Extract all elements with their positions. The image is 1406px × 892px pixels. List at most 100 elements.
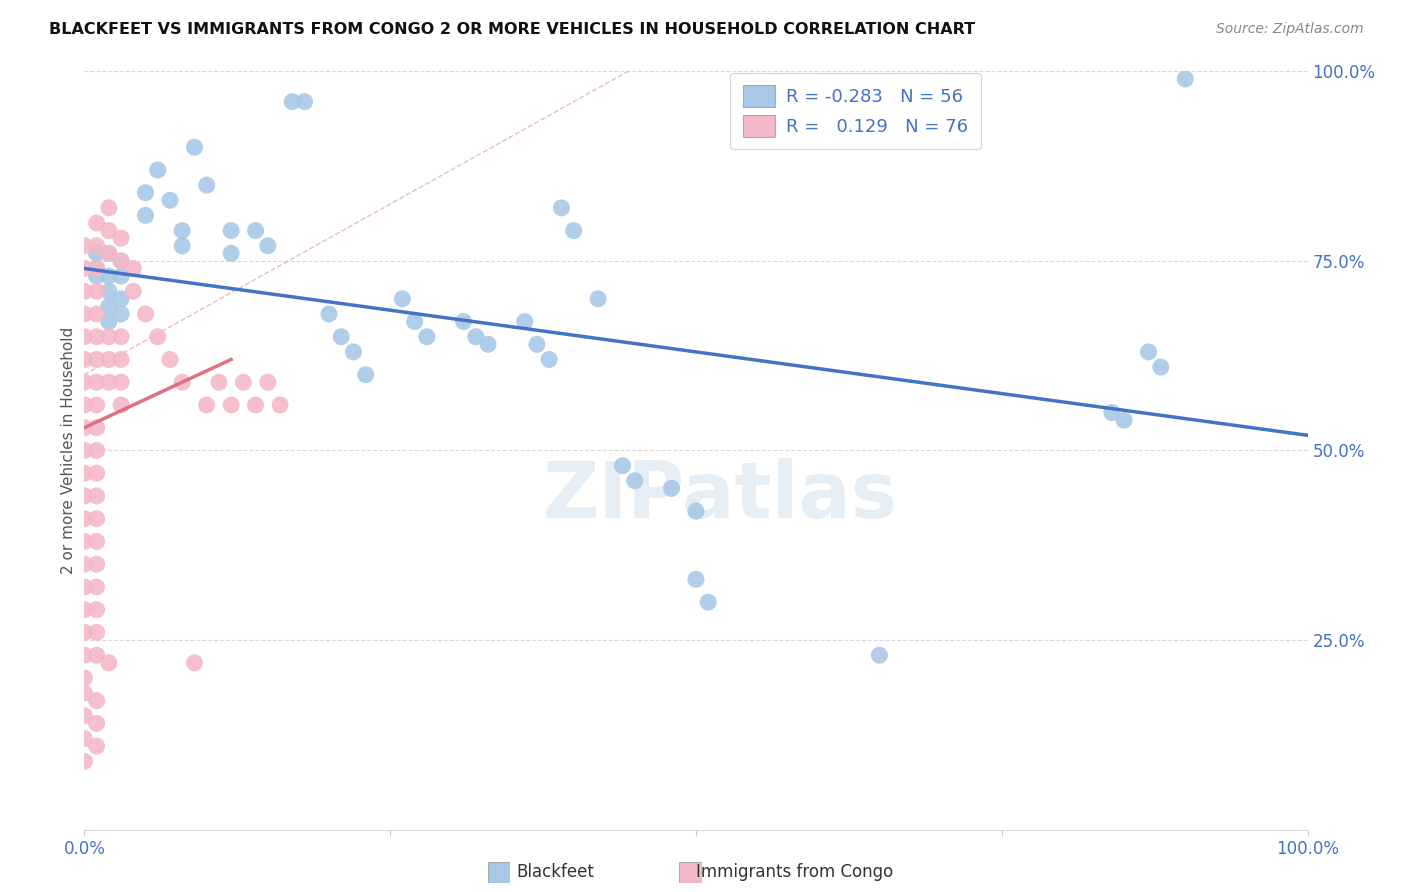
Point: [86, 421, 108, 435]
Point: [513, 314, 536, 328]
Point: [219, 398, 242, 412]
Point: [86, 557, 108, 572]
Point: [697, 595, 720, 609]
Point: [110, 269, 132, 284]
Text: Immigrants from Congo: Immigrants from Congo: [696, 863, 893, 881]
Point: [135, 209, 157, 223]
Point: [245, 223, 267, 237]
Point: [110, 330, 132, 344]
Point: [1137, 344, 1160, 359]
Point: [86, 269, 108, 284]
Point: [86, 376, 108, 390]
Point: [73, 512, 96, 526]
Point: [110, 253, 132, 268]
Point: [86, 216, 108, 230]
Point: [97, 330, 120, 344]
Point: [146, 163, 169, 178]
Point: [110, 253, 132, 268]
Point: [86, 398, 108, 412]
Point: [110, 398, 132, 412]
Point: [73, 307, 96, 321]
Point: [97, 201, 120, 215]
Point: [86, 246, 108, 260]
Point: [73, 467, 96, 481]
Point: [416, 330, 439, 344]
Point: [404, 314, 426, 328]
Point: [97, 285, 120, 299]
Point: [73, 534, 96, 549]
Point: [624, 474, 647, 488]
Point: [86, 716, 108, 731]
Point: [172, 223, 194, 237]
Point: [86, 489, 108, 503]
Point: [159, 194, 181, 208]
Point: [86, 307, 108, 321]
Point: [97, 300, 120, 314]
Point: [73, 625, 96, 640]
Point: [122, 285, 145, 299]
Point: [110, 292, 132, 306]
Point: [86, 467, 108, 481]
Point: [73, 238, 96, 253]
Text: ZIPatlas: ZIPatlas: [543, 458, 898, 534]
Point: [97, 352, 120, 367]
Point: [73, 731, 96, 746]
Point: [330, 330, 353, 344]
Point: [685, 573, 707, 587]
Point: [97, 246, 120, 260]
Point: [73, 708, 96, 723]
Point: [1101, 405, 1123, 420]
Point: [73, 580, 96, 594]
Point: [86, 261, 108, 276]
Point: [86, 330, 108, 344]
Point: [1114, 413, 1136, 427]
Point: [135, 307, 157, 321]
Point: [86, 512, 108, 526]
Point: [135, 186, 157, 200]
Point: [342, 344, 364, 359]
Point: [257, 376, 280, 390]
Point: [86, 694, 108, 708]
Point: [97, 223, 120, 237]
Point: [172, 376, 194, 390]
Point: [586, 292, 609, 306]
Point: [146, 330, 169, 344]
Point: [86, 443, 108, 458]
Point: [73, 755, 96, 769]
Text: BLACKFEET VS IMMIGRANTS FROM CONGO 2 OR MORE VEHICLES IN HOUSEHOLD CORRELATION C: BLACKFEET VS IMMIGRANTS FROM CONGO 2 OR …: [49, 22, 976, 37]
Point: [73, 603, 96, 617]
Point: [172, 238, 194, 253]
Text: Blackfeet: Blackfeet: [516, 863, 595, 881]
Point: [97, 246, 120, 260]
Point: [294, 95, 316, 109]
Point: [195, 398, 218, 412]
Point: [685, 504, 707, 518]
Point: [1150, 359, 1173, 375]
Point: [110, 376, 132, 390]
Point: [183, 656, 205, 670]
Point: [110, 231, 132, 245]
Point: [612, 458, 634, 473]
Point: [281, 95, 304, 109]
Point: [73, 398, 96, 412]
Text: Source: ZipAtlas.com: Source: ZipAtlas.com: [1216, 22, 1364, 37]
Point: [159, 352, 181, 367]
Point: [86, 739, 108, 753]
Point: [538, 352, 561, 367]
Point: [86, 580, 108, 594]
Point: [219, 223, 242, 237]
Point: [73, 648, 96, 662]
Point: [391, 292, 413, 306]
Point: [453, 314, 475, 328]
Point: [73, 421, 96, 435]
Point: [269, 398, 291, 412]
Point: [86, 534, 108, 549]
Point: [869, 648, 891, 662]
Point: [73, 671, 96, 685]
Point: [73, 285, 96, 299]
Point: [73, 489, 96, 503]
Point: [86, 238, 108, 253]
Point: [526, 337, 548, 351]
Point: [1174, 72, 1197, 87]
Point: [86, 648, 108, 662]
